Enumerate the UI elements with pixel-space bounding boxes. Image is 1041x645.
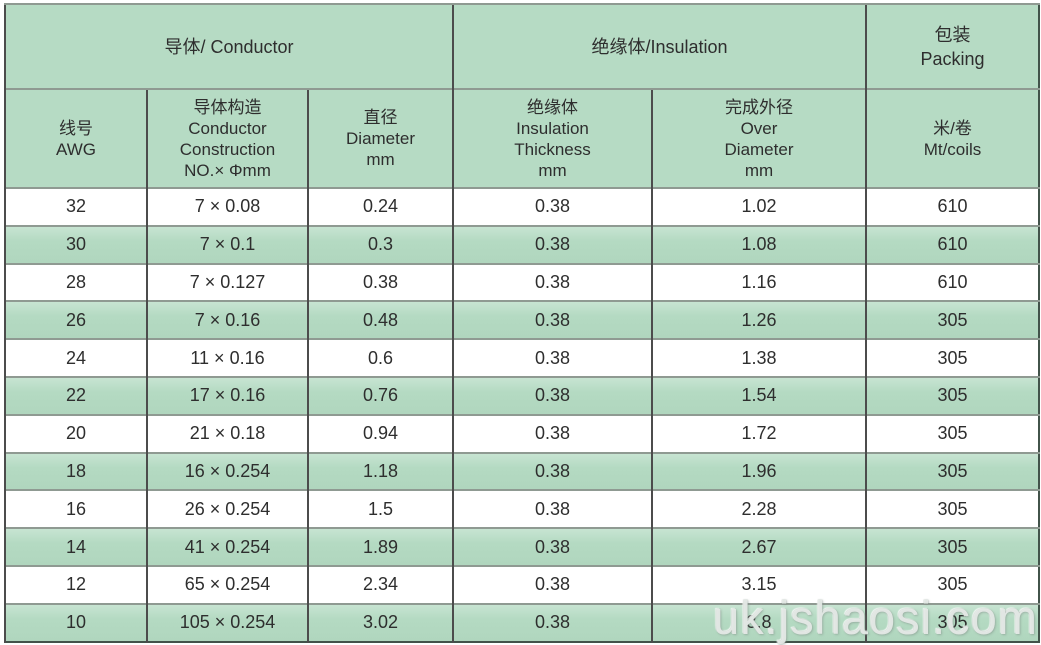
table-row-awg-16: 16 26 × 0.254 1.5 0.38 2.28 305 bbox=[4, 489, 1039, 529]
table-cell: 11 × 0.16 bbox=[146, 338, 308, 377]
table-cell: 1.08 bbox=[651, 224, 866, 264]
table-cell: 24 bbox=[4, 338, 147, 377]
diameter-column-header: 直径 Diameter mm bbox=[307, 88, 453, 188]
table-cell: 0.38 bbox=[452, 300, 652, 340]
over-diameter-column-header: 完成外径 Over Diameter mm bbox=[651, 88, 866, 188]
table-cell: 305 bbox=[865, 451, 1039, 491]
table-cell: 0.24 bbox=[307, 187, 453, 226]
table-cell: 7 × 0.16 bbox=[146, 300, 308, 340]
table-cell: 21 × 0.18 bbox=[146, 413, 308, 453]
table-row-awg-10: 10 105 × 0.254 3.02 0.38 3.8 305 bbox=[4, 602, 1039, 642]
table-cell: 105 × 0.254 bbox=[146, 602, 308, 642]
table-cell: 305 bbox=[865, 300, 1039, 340]
table-cell: 22 bbox=[4, 375, 147, 415]
table-row-awg-18: 18 16 × 0.254 1.18 0.38 1.96 305 bbox=[4, 451, 1039, 491]
table-cell: 1.72 bbox=[651, 413, 866, 453]
table-cell: 305 bbox=[865, 489, 1039, 529]
table-cell: 16 × 0.254 bbox=[146, 451, 308, 491]
table-cell: 1.38 bbox=[651, 338, 866, 377]
awg-column-header: 线号 AWG bbox=[4, 88, 147, 188]
table-cell: 0.6 bbox=[307, 338, 453, 377]
group-header-row: 导体/ Conductor 绝缘体/Insulation 包装 Packing bbox=[4, 3, 1039, 89]
table-cell: 16 bbox=[4, 489, 147, 529]
table-cell: 610 bbox=[865, 262, 1039, 302]
insulation-group-header: 绝缘体/Insulation bbox=[452, 3, 866, 89]
table-cell: 2.67 bbox=[651, 527, 866, 566]
table-cell: 32 bbox=[4, 187, 147, 226]
table-row-awg-30: 30 7 × 0.1 0.3 0.38 1.08 610 bbox=[4, 224, 1039, 264]
table-cell: 0.38 bbox=[452, 224, 652, 264]
table-cell: 0.38 bbox=[452, 262, 652, 302]
table-row-awg-12: 12 65 × 0.254 2.34 0.38 3.15 305 bbox=[4, 564, 1039, 604]
table-cell: 28 bbox=[4, 262, 147, 302]
table-cell: 1.02 bbox=[651, 187, 866, 226]
table-cell: 1.26 bbox=[651, 300, 866, 340]
table-cell: 305 bbox=[865, 602, 1039, 642]
table-cell: 0.38 bbox=[452, 338, 652, 377]
table-cell: 0.38 bbox=[452, 187, 652, 226]
table-cell: 18 bbox=[4, 451, 147, 491]
conductor-construction-column-header: 导体构造 Conductor Construction NO.× Φmm bbox=[146, 88, 308, 188]
table-cell: 0.38 bbox=[452, 375, 652, 415]
table-cell: 2.28 bbox=[651, 489, 866, 529]
table-cell: 20 bbox=[4, 413, 147, 453]
table-cell: 3.02 bbox=[307, 602, 453, 642]
table-header: 导体/ Conductor 绝缘体/Insulation 包装 Packing … bbox=[4, 3, 1039, 188]
table-cell: 3.8 bbox=[651, 602, 866, 642]
conductor-group-header: 导体/ Conductor bbox=[4, 3, 453, 89]
table-cell: 305 bbox=[865, 413, 1039, 453]
table-cell: 305 bbox=[865, 564, 1039, 604]
table-cell: 0.38 bbox=[452, 602, 652, 642]
table-cell: 0.38 bbox=[452, 451, 652, 491]
table-cell: 0.94 bbox=[307, 413, 453, 453]
table-cell: 305 bbox=[865, 527, 1039, 566]
table-cell: 0.76 bbox=[307, 375, 453, 415]
table-cell: 3.15 bbox=[651, 564, 866, 604]
table-cell: 7 × 0.1 bbox=[146, 224, 308, 264]
table-cell: 2.34 bbox=[307, 564, 453, 604]
table-cell: 1.18 bbox=[307, 451, 453, 491]
table-cell: 7 × 0.127 bbox=[146, 262, 308, 302]
table-cell: 610 bbox=[865, 224, 1039, 264]
table-cell: 14 bbox=[4, 527, 147, 566]
table-cell: 1.16 bbox=[651, 262, 866, 302]
table-cell: 0.48 bbox=[307, 300, 453, 340]
table-cell: 305 bbox=[865, 375, 1039, 415]
column-header-row: 线号 AWG 导体构造 Conductor Construction NO.× … bbox=[4, 88, 1039, 188]
table-cell: 41 × 0.254 bbox=[146, 527, 308, 566]
table-cell: 12 bbox=[4, 564, 147, 604]
table-row-awg-14: 14 41 × 0.254 1.89 0.38 2.67 305 bbox=[4, 527, 1039, 566]
insulation-thickness-column-header: 绝缘体 Insulation Thickness mm bbox=[452, 88, 652, 188]
packing-group-header: 包装 Packing bbox=[865, 3, 1039, 89]
table-cell: 305 bbox=[865, 338, 1039, 377]
table-cell: 1.54 bbox=[651, 375, 866, 415]
table-row-awg-22: 22 17 × 0.16 0.76 0.38 1.54 305 bbox=[4, 375, 1039, 415]
table-row-awg-26: 26 7 × 0.16 0.48 0.38 1.26 305 bbox=[4, 300, 1039, 340]
table-cell: 0.38 bbox=[452, 413, 652, 453]
table-cell: 26 × 0.254 bbox=[146, 489, 308, 529]
table-cell: 0.3 bbox=[307, 224, 453, 264]
table-cell: 0.38 bbox=[307, 262, 453, 302]
table-body: 32 7 × 0.08 0.24 0.38 1.02 610 30 7 × 0.1 0.3 0.3… bbox=[4, 187, 1039, 642]
table-cell: 17 × 0.16 bbox=[146, 375, 308, 415]
table-row-awg-28: 28 7 × 0.127 0.38 0.38 1.16 610 bbox=[4, 262, 1039, 302]
table-row-awg-32: 32 7 × 0.08 0.24 0.38 1.02 610 bbox=[4, 187, 1039, 226]
table-row-awg-24: 24 11 × 0.16 0.6 0.38 1.38 305 bbox=[4, 338, 1039, 377]
table-row-awg-20: 20 21 × 0.18 0.94 0.38 1.72 305 bbox=[4, 413, 1039, 453]
wire-spec-table: 导体/ Conductor 绝缘体/Insulation 包装 Packing … bbox=[4, 3, 1040, 643]
table-cell: 65 × 0.254 bbox=[146, 564, 308, 604]
table-cell: 610 bbox=[865, 187, 1039, 226]
table-cell: 1.89 bbox=[307, 527, 453, 566]
mt-coils-column-header: 米/卷 Mt/coils bbox=[865, 88, 1039, 188]
table-cell: 0.38 bbox=[452, 564, 652, 604]
table-cell: 0.38 bbox=[452, 489, 652, 529]
table-cell: 1.96 bbox=[651, 451, 866, 491]
table-cell: 26 bbox=[4, 300, 147, 340]
table-cell: 7 × 0.08 bbox=[146, 187, 308, 226]
table-cell: 0.38 bbox=[452, 527, 652, 566]
table-cell: 10 bbox=[4, 602, 147, 642]
table-cell: 30 bbox=[4, 224, 147, 264]
table-cell: 1.5 bbox=[307, 489, 453, 529]
